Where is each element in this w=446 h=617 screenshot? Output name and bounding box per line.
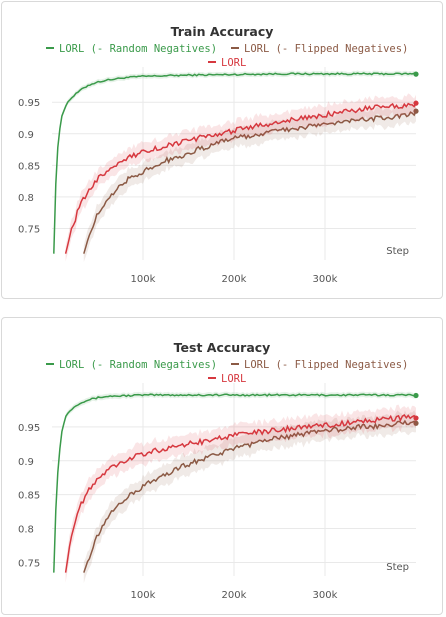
x-tick-label: 300k	[313, 274, 338, 285]
series-line-lorl-flipped-negatives[interactable]	[83, 110, 417, 254]
series-end-point-lorl[interactable]	[413, 100, 419, 106]
confidence-band-lorl-flipped-negatives	[83, 410, 417, 584]
y-tick-label: 0.9	[18, 130, 34, 141]
x-tick-label: 300k	[313, 590, 338, 601]
x-tick-label: 200k	[222, 590, 247, 601]
train-accuracy-chart: Train Accuracy LORL (- Random Negatives) L…	[18, 24, 419, 285]
legend-label-lorl-random-negatives[interactable]: LORL (- Random Negatives)	[59, 359, 217, 371]
series-line-lorl-random-negatives[interactable]	[53, 393, 417, 573]
chart-title: Test Accuracy	[174, 340, 271, 355]
series-line-lorl-flipped-negatives[interactable]	[83, 419, 417, 573]
x-tick-label: 100k	[131, 590, 156, 601]
legend-label-lorl-random-negatives[interactable]: LORL (- Random Negatives)	[59, 43, 217, 55]
confidence-band-lorl	[65, 404, 416, 583]
y-tick-label: 0.75	[18, 558, 40, 569]
series-end-point-lorl-flipped-negatives[interactable]	[413, 420, 419, 426]
y-tick-label: 0.95	[18, 98, 40, 109]
y-tick-label: 0.95	[18, 423, 40, 434]
legend-label-lorl-flipped-negatives[interactable]: LORL (- Flipped Negatives)	[244, 359, 408, 371]
x-tick-label: 200k	[222, 274, 247, 285]
series-line-lorl-random-negatives[interactable]	[53, 72, 417, 254]
x-tick-label: 100k	[131, 274, 156, 285]
test-accuracy-chart: Test Accuracy LORL (- Random Negatives) LO…	[18, 340, 419, 601]
series-line-lorl[interactable]	[64, 102, 417, 254]
y-tick-label: 0.75	[18, 224, 40, 235]
test-accuracy-panel: Test Accuracy LORL (- Random Negatives) LO…	[1, 317, 443, 615]
x-axis-label: Step	[386, 246, 409, 257]
y-tick-label: 0.9	[18, 457, 34, 468]
y-tick-label: 0.8	[18, 193, 34, 204]
legend-label-lorl-flipped-negatives[interactable]: LORL (- Flipped Negatives)	[244, 43, 408, 55]
y-tick-label: 0.85	[18, 491, 40, 502]
series-end-point-lorl-flipped-negatives[interactable]	[413, 108, 419, 114]
train-accuracy-panel: Train Accuracy LORL (- Random Negatives) L…	[1, 1, 443, 299]
series-end-point-lorl-random-negatives[interactable]	[413, 71, 419, 77]
confidence-band-lorl-flipped-negatives	[83, 101, 417, 262]
legend-label-lorl[interactable]: LORL	[221, 57, 246, 69]
y-tick-label: 0.85	[18, 161, 40, 172]
chart-title: Train Accuracy	[171, 24, 274, 39]
series-line-lorl[interactable]	[64, 413, 417, 573]
series-end-point-lorl[interactable]	[413, 415, 419, 421]
series-end-point-lorl-random-negatives[interactable]	[413, 392, 419, 399]
legend-label-lorl[interactable]: LORL	[221, 373, 246, 385]
y-tick-label: 0.8	[18, 525, 34, 536]
x-axis-label: Step	[386, 562, 409, 573]
